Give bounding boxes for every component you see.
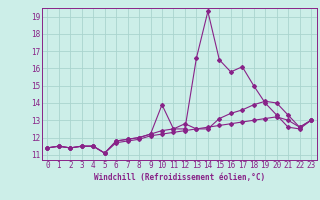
X-axis label: Windchill (Refroidissement éolien,°C): Windchill (Refroidissement éolien,°C) — [94, 173, 265, 182]
